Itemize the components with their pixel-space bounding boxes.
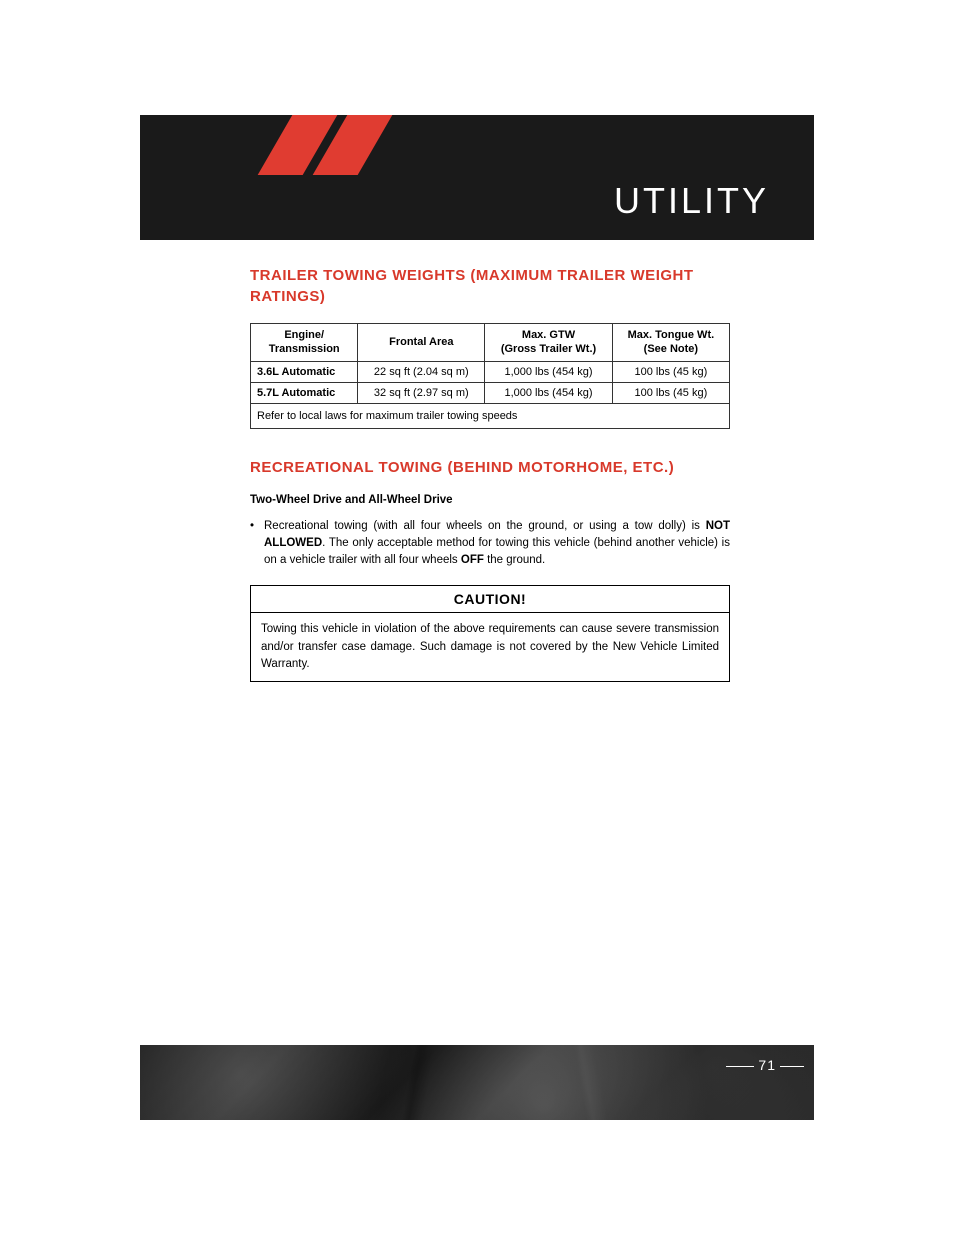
towing-weights-table: Engine/Transmission Frontal Area Max. GT… <box>250 323 730 429</box>
caution-body: Towing this vehicle in violation of the … <box>251 613 729 681</box>
col-frontal-area: Frontal Area <box>358 324 485 362</box>
table-footer-row: Refer to local laws for maximum trailer … <box>251 403 730 428</box>
table-row: 5.7L Automatic 32 sq ft (2.97 sq m) 1,00… <box>251 382 730 403</box>
section-heading-recreational-towing: RECREATIONAL TOWING (BEHIND MOTORHOME, E… <box>250 457 730 478</box>
bullet-list: Recreational towing (with all four wheel… <box>250 518 730 570</box>
col-max-gtw: Max. GTW(Gross Trailer Wt.) <box>485 324 613 362</box>
col-engine: Engine/Transmission <box>251 324 358 362</box>
cell-frontal: 22 sq ft (2.04 sq m) <box>358 361 485 382</box>
header-band: UTILITY <box>140 115 814 240</box>
col-max-tongue: Max. Tongue Wt.(See Note) <box>612 324 729 362</box>
bullet-text: the ground. <box>484 554 545 566</box>
page-number: 71 <box>758 1057 776 1073</box>
caution-title: CAUTION! <box>251 586 729 613</box>
drive-type-subheading: Two-Wheel Drive and All-Wheel Drive <box>250 494 730 506</box>
header-title: UTILITY <box>614 180 769 222</box>
section-heading-trailer-towing: TRAILER TOWING WEIGHTS (MAXIMUM TRAILER … <box>250 265 730 307</box>
cell-tongue: 100 lbs (45 kg) <box>612 361 729 382</box>
bullet-bold-off: OFF <box>461 554 484 566</box>
page-content: TRAILER TOWING WEIGHTS (MAXIMUM TRAILER … <box>250 265 730 682</box>
footer-band: 71 <box>140 1045 814 1120</box>
cell-engine: 3.6L Automatic <box>251 361 358 382</box>
caution-box: CAUTION! Towing this vehicle in violatio… <box>250 585 730 682</box>
cell-frontal: 32 sq ft (2.97 sq m) <box>358 382 485 403</box>
table-footer-note: Refer to local laws for maximum trailer … <box>251 403 730 428</box>
table-header-row: Engine/Transmission Frontal Area Max. GT… <box>251 324 730 362</box>
cell-engine: 5.7L Automatic <box>251 382 358 403</box>
page-num-line-icon <box>726 1066 754 1067</box>
page-num-line-icon <box>780 1066 804 1067</box>
cell-gtw: 1,000 lbs (454 kg) <box>485 361 613 382</box>
table-row: 3.6L Automatic 22 sq ft (2.04 sq m) 1,00… <box>251 361 730 382</box>
bullet-text: Recreational towing (with all four wheel… <box>264 520 706 532</box>
cell-gtw: 1,000 lbs (454 kg) <box>485 382 613 403</box>
list-item: Recreational towing (with all four wheel… <box>250 518 730 570</box>
brand-slashes-icon <box>275 115 425 175</box>
cell-tongue: 100 lbs (45 kg) <box>612 382 729 403</box>
